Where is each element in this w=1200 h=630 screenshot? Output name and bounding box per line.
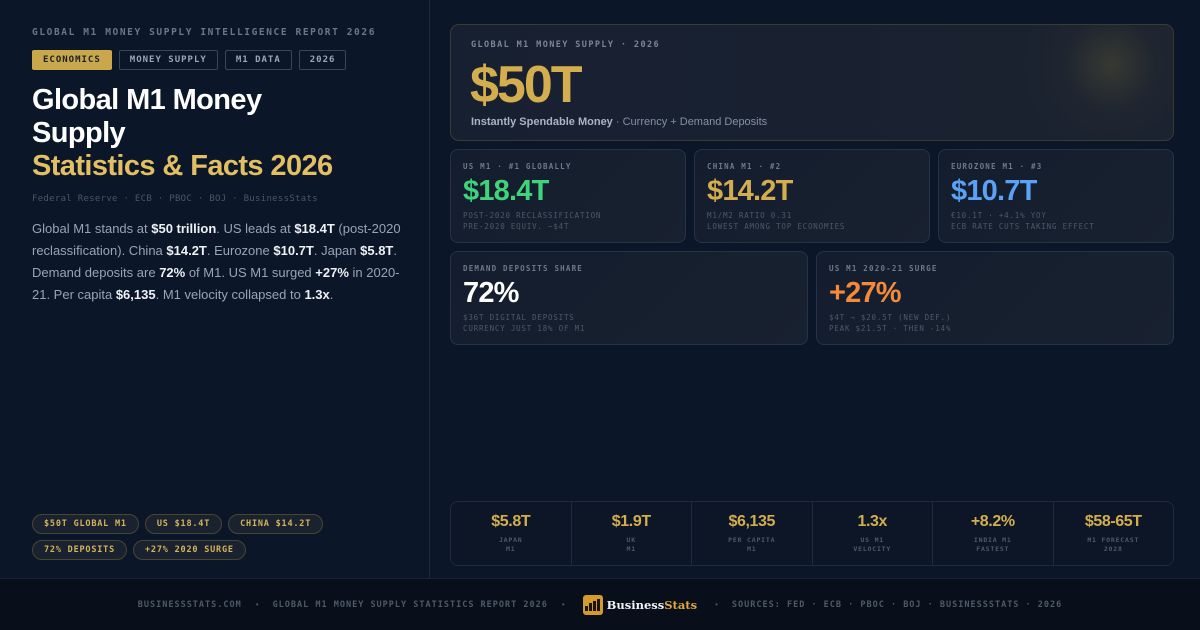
tag-m1-data[interactable]: M1 DATA [224,50,292,70]
title-line-2: Supply [32,117,126,149]
card-china-m1: CHINA M1 · #2 $14.2T M1/M2 RATIO 0.31 LOW… [694,149,930,243]
summary-paragraph: Global M1 stands at $50 trillion. US lea… [32,221,401,302]
card-kicker: CHINA M1 · #2 [707,162,782,171]
card-notes: $4T → $20.5T (NEW DEF.) PEAK $21.5T · THE… [829,313,952,333]
left-panel: GLOBAL M1 MONEY SUPPLY INTELLIGENCE REPO… [0,0,430,578]
stat-india: +8.2% INDIA M1 FASTEST [933,502,1054,565]
card-value: $14.2T [707,175,793,207]
hero-value: $50T [470,56,583,114]
card-value: +27% [829,277,902,309]
footer-report-title: GLOBAL M1 MONEY SUPPLY STATISTICS REPORT… [272,599,548,610]
card-notes: $36T DIGITAL DEPOSITS CURRENCY JUST 18% O… [463,313,586,333]
card-notes: M1/M2 RATIO 0.31 LOWEST AMONG TOP ECONOMI… [707,211,846,231]
hero-subtitle: Instantly Spendable Money · Currency + D… [471,116,768,128]
stat-pills: $50T GLOBAL M1 US $18.4T CHINA $14.2T 72… [32,514,412,560]
brand-logo[interactable]: BusinessStats [582,594,698,615]
title-line-3: Statistics & Facts 2026 [32,150,333,182]
stat-japan: $5.8T JAPAN M1 [451,502,572,565]
hero-kicker: GLOBAL M1 MONEY SUPPLY · 2026 [471,40,661,50]
tag-2026[interactable]: 2026 [298,50,347,70]
stat-uk: $1.9T UK M1 [572,502,692,565]
pill-us[interactable]: US $18.4T [144,514,223,534]
card-kicker: EUROZONE M1 · #3 [951,162,1043,171]
card-kicker: US M1 · #1 GLOBALLY [463,162,572,171]
tag-money-supply[interactable]: MONEY SUPPLY [118,50,218,70]
pill-china[interactable]: CHINA $14.2T [228,514,324,534]
card-kicker: US M1 2020-21 SURGE [829,264,938,273]
card-value: 72% [463,277,519,309]
page-title: Global M1 Money Supply Statistics & Fact… [32,84,372,183]
footer-separator: • [255,600,259,609]
bar-chart-icon [582,594,603,615]
stat-velocity: 1.3x US M1 VELOCITY [813,502,933,565]
card-value: $10.7T [951,175,1037,207]
stats-strip: $5.8T JAPAN M1 $1.9T UK M1 $6,135 PER CAPITA M… [450,501,1174,566]
pill-deposits[interactable]: 72% DEPOSITS [32,540,128,560]
card-notes: POST-2020 RECLASSIFICATION PRE-2020 EQUIV… [463,211,602,231]
brand-name: BusinessStats [606,597,698,612]
footer-separator: • [561,600,565,609]
footer-separator: • [715,600,718,609]
footer: BUSINESSSTATS.COM • GLOBAL M1 MONEY SUPP… [0,578,1200,630]
title-line-1: Global M1 Money [32,84,262,116]
footer-sources: SOURCES: FED · ECB · PBOC · BOJ · BUSINE… [731,599,1063,610]
pill-surge[interactable]: +27% 2020 SURGE [133,540,246,560]
stat-per-capita: $6,135 PER CAPITA M1 [692,502,813,565]
card-us-surge: US M1 2020-21 SURGE +27% $4T → $20.5T (N… [816,251,1174,345]
footer-site-link[interactable]: BUSINESSSTATS.COM [137,599,242,610]
card-eurozone-m1: EUROZONE M1 · #3 $10.7T €10.1T · +4.1% Y… [938,149,1174,243]
source-list: Federal Reserve · ECB · PBOC · BOJ · Bus… [32,194,318,204]
right-panel: GLOBAL M1 MONEY SUPPLY · 2026 $50T Insta… [430,0,1200,578]
card-kicker: DEMAND DEPOSITS SHARE [463,264,584,273]
report-kicker: GLOBAL M1 MONEY SUPPLY INTELLIGENCE REPO… [32,27,377,38]
card-value: $18.4T [463,175,549,207]
pill-global-m1[interactable]: $50T GLOBAL M1 [32,514,139,534]
card-us-m1: US M1 · #1 GLOBALLY $18.4T POST-2020 REC… [450,149,686,243]
card-demand-deposits: DEMAND DEPOSITS SHARE 72% $36T DIGITAL D… [450,251,808,345]
card-notes: €10.1T · +4.1% YOY ECB RATE CUTS TAKING E… [951,211,1095,231]
hero-card: GLOBAL M1 MONEY SUPPLY · 2026 $50T Insta… [450,24,1174,141]
stat-forecast: $58-65T M1 FORECAST 2028 [1084,513,1142,553]
tag-list: ECONOMICS MONEY SUPPLY M1 DATA 2026 [32,50,347,70]
tag-economics[interactable]: ECONOMICS [32,50,112,70]
